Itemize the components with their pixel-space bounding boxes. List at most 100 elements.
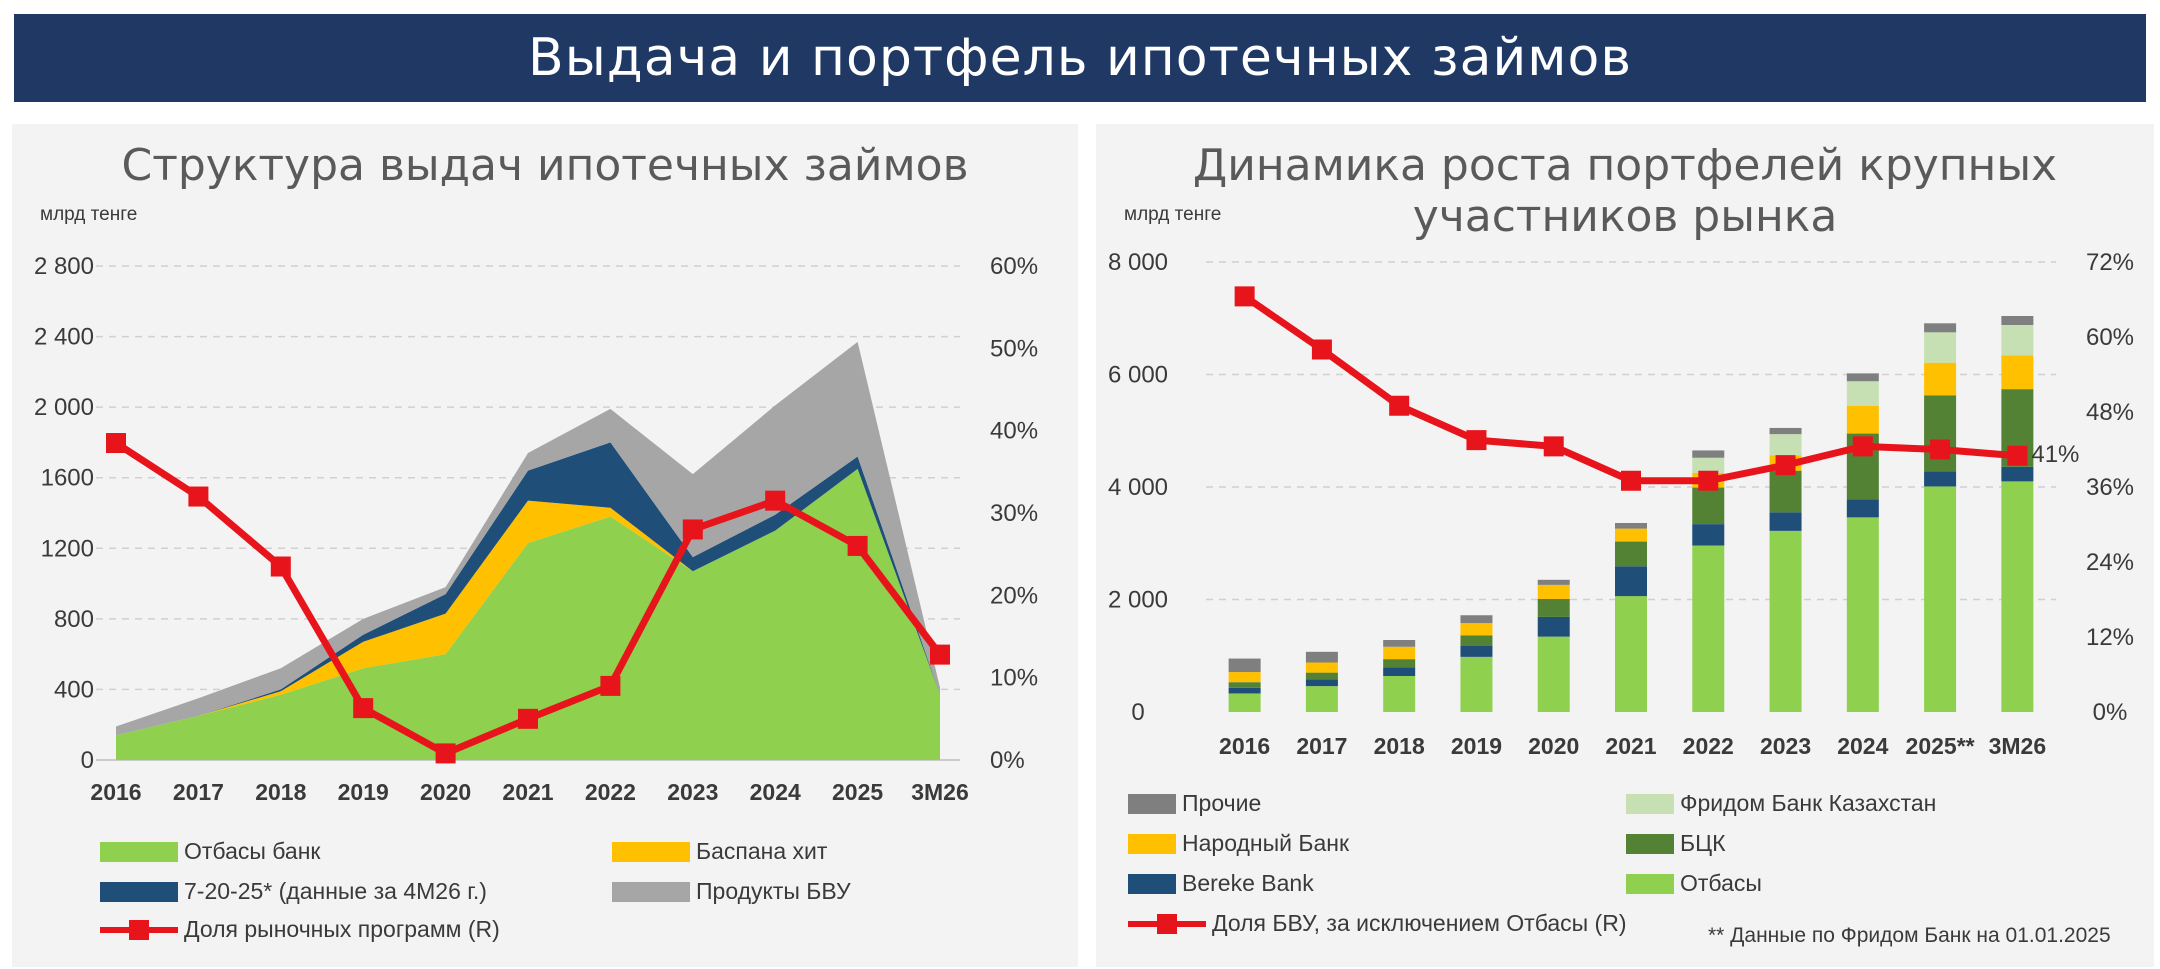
legend-item-narodny: Народный Банк: [1128, 830, 1349, 857]
bar-народный-банк: [1924, 362, 1957, 396]
fridom-footnote: ** Данные по Фридом Банк на 01.01.2025: [1708, 924, 2111, 947]
y-tick-label: 2 000: [34, 394, 94, 421]
bvu-share-point: [1852, 436, 1873, 457]
legend-swatch-otbasy-bank: [100, 841, 178, 862]
y-tick-label: 2 800: [34, 253, 94, 280]
bar-bereke-bank: [1460, 645, 1493, 657]
bar-прочие: [1924, 323, 1957, 333]
legend-item-otbasy: Отбасы: [1626, 870, 1762, 897]
legend-item-fridom: Фридом Банк Казахстан: [1626, 790, 1936, 817]
x-tick-label: 2021: [1605, 733, 1656, 759]
y2-tick-label: 72%: [2086, 249, 2134, 276]
portfolio-chart-title: Динамика роста портфелей крупных участни…: [1192, 140, 2058, 242]
legend-swatch-bvu-share: [1128, 913, 1206, 935]
x-tick-label: 2021: [502, 779, 553, 805]
x-tick-label: 2019: [1451, 733, 1502, 759]
page-header: Выдача и портфель ипотечных займов: [14, 14, 2146, 102]
issuance-structure-panel: 0 400 800 1200 1600 2 000 2 400 2 800 0% 10% 20% 30…: [12, 124, 1078, 967]
bar-bereke-bank: [1537, 616, 1570, 637]
area-series-продукты-бву: [116, 341, 940, 736]
bvu-share-point: [1543, 436, 1564, 457]
bar-народный-банк: [1460, 623, 1493, 636]
y-tick-label: 8 000: [1108, 249, 1168, 276]
x-tick-label: 3M26: [1989, 733, 2047, 759]
y2-tick-label: 24%: [2086, 549, 2134, 576]
x-tick-label: 2024: [750, 779, 801, 805]
market-share-point: [518, 708, 538, 729]
y2-tick-label: 12%: [2086, 624, 2134, 651]
legend-label-bereke: Bereke Bank: [1182, 870, 1314, 896]
x-tick-label: 2025**: [1906, 733, 1975, 759]
legend-swatch-fridom: [1626, 793, 1674, 814]
bar-бцк: [1615, 541, 1647, 567]
bar-bereke-bank: [1383, 667, 1416, 676]
legend-item-market-share: Доля рыночных программ (R): [100, 916, 500, 943]
bvu-share-point: [2007, 445, 2028, 466]
y2-tick-label: 60%: [2086, 324, 2134, 351]
legend-swatch-baspana-hit: [612, 841, 690, 862]
y2-tick-label: 36%: [2086, 474, 2134, 501]
y2-tick-label: 60%: [990, 253, 1038, 280]
y-tick-label: 2 000: [1108, 587, 1168, 614]
legend-item-baspana-hit: Баспана хит: [612, 838, 827, 865]
bar-бцк: [1769, 470, 1802, 513]
left-unit-label: млрд тенге: [40, 204, 138, 225]
x-tick-label: 2018: [1374, 733, 1425, 759]
bvu-share-point: [1466, 430, 1487, 451]
bar-народный-банк: [1615, 528, 1647, 542]
x-tick-label: 2025: [832, 779, 883, 805]
bar-народный-банк: [2001, 355, 2034, 390]
portfolio-growth-chart: 0 2 000 4 000 6 000 8 000 0% 12% 24% 36% 48% 60% 72…: [1108, 249, 2134, 759]
legend-label-bck: БЦК: [1680, 830, 1726, 856]
bar-отбасы: [1305, 686, 1338, 712]
legend-label-otbasy: Отбасы: [1680, 870, 1762, 896]
bar-отбасы: [2001, 481, 2034, 712]
bar-бцк: [1228, 682, 1261, 688]
bar-отбасы: [1692, 545, 1725, 712]
x-tick-label: 2017: [173, 779, 224, 805]
bar-народный-банк: [1383, 646, 1416, 660]
bar-прочие: [1305, 651, 1338, 663]
bar-отбасы: [1769, 530, 1802, 712]
bar-народный-банк: [1537, 584, 1570, 599]
legend-item-other: Прочие: [1128, 790, 1261, 817]
bvu-share-point: [1775, 455, 1796, 476]
market-share-point: [930, 644, 950, 665]
x-tick-label: 2016: [90, 779, 141, 805]
legend-swatch-bvu-products: [612, 881, 690, 902]
y-tick-label: 0: [81, 747, 94, 774]
bar-прочие: [1692, 450, 1725, 458]
y-tick-label: 1200: [41, 535, 94, 562]
x-tick-label: 2020: [420, 779, 471, 805]
bar-бцк: [1537, 598, 1570, 617]
legend-label-other: Прочие: [1182, 790, 1262, 816]
legend-swatch-7-20-25: [100, 881, 178, 902]
market-share-point: [765, 490, 786, 511]
bar-народный-банк: [1846, 406, 1879, 434]
bar-отбасы: [1846, 517, 1879, 712]
bar-прочие: [1460, 615, 1493, 624]
x-tick-label: 2023: [1760, 733, 1811, 759]
market-share-point: [600, 675, 621, 696]
bar-отбасы: [1537, 636, 1570, 712]
legend-item-otbasy-bank: Отбасы банк: [100, 838, 320, 865]
x-tick-label: 2016: [1219, 733, 1270, 759]
issuance-structure-chart: 0 400 800 1200 1600 2 000 2 400 2 800 0% 10% 20% 30…: [34, 253, 1038, 805]
x-tick-label: 2019: [338, 779, 389, 805]
legend-swatch-bck: [1626, 833, 1674, 854]
legend-item-bck: БЦК: [1626, 830, 1726, 857]
market-share-point: [188, 486, 209, 507]
bvu-share-point: [1389, 395, 1410, 416]
legend-swatch-bereke: [1128, 873, 1176, 894]
legend-label-bvu-products: Продукты БВУ: [696, 878, 851, 904]
legend-item-7-20-25: 7-20-25* (данные за 4М26 г.): [100, 878, 487, 905]
bar-bereke-bank: [1305, 679, 1338, 687]
y-tick-label: 2 400: [34, 324, 94, 351]
issuance-chart-title: Структура выдач ипотечных займов: [121, 140, 969, 191]
x-tick-label: 2022: [585, 779, 636, 805]
bar-прочие: [1228, 658, 1261, 673]
y-tick-label: 800: [54, 606, 94, 633]
y-tick-label: 4 000: [1108, 474, 1168, 501]
bar-отбасы: [1460, 656, 1493, 712]
y2-tick-label: 30%: [990, 500, 1038, 527]
